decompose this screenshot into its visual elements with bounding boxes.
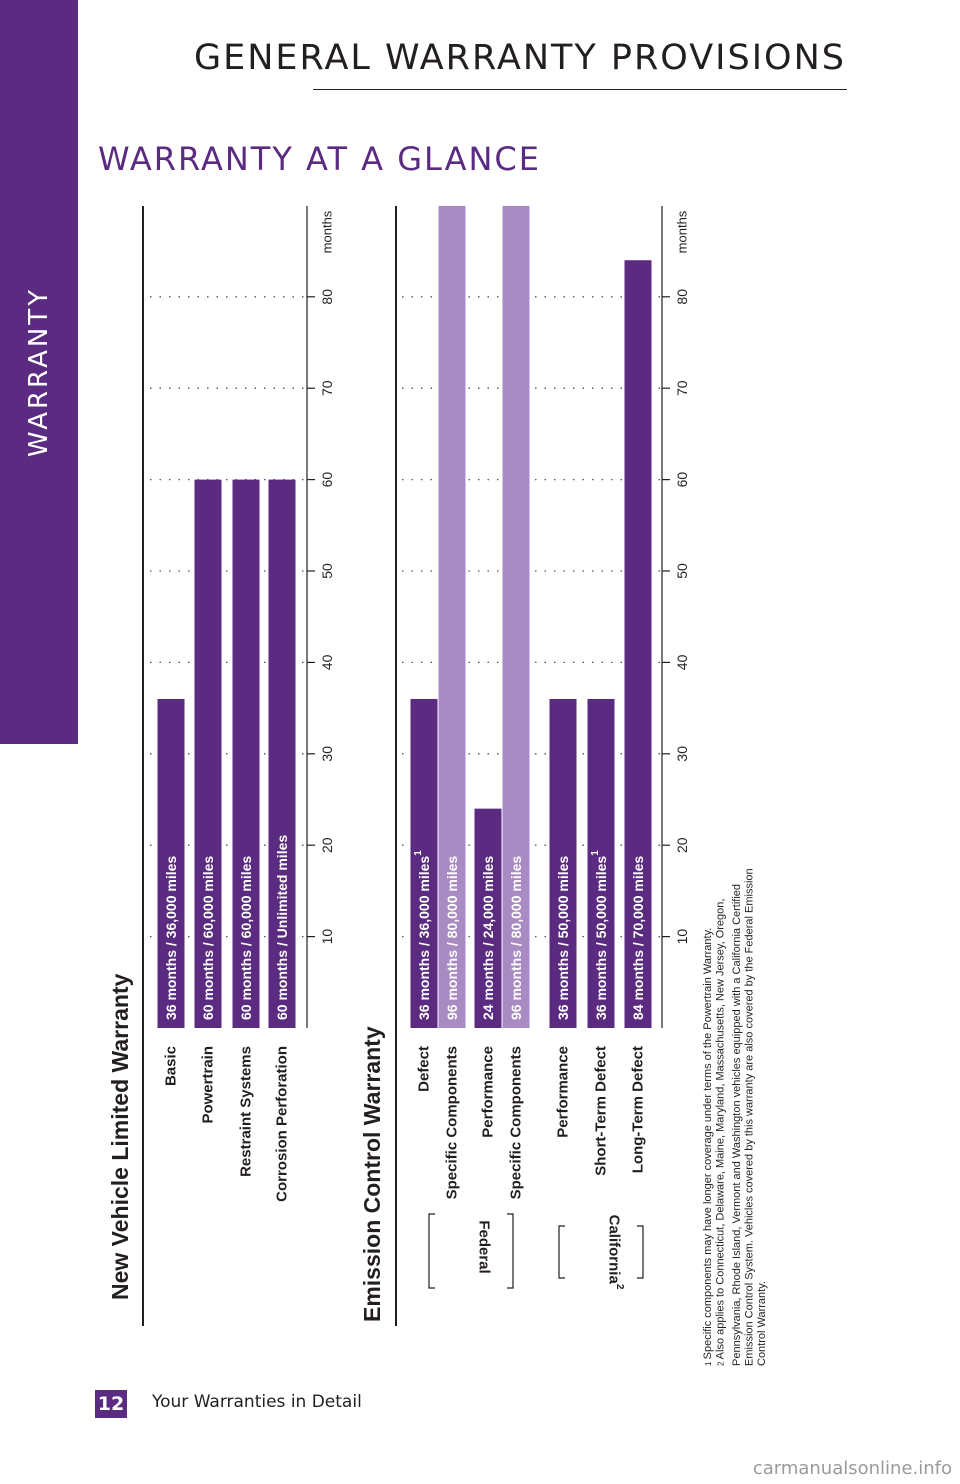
page-number: 12 bbox=[97, 1393, 125, 1415]
watermark: carmanualsonline.info bbox=[752, 1458, 952, 1479]
group-label: Federal bbox=[476, 1220, 493, 1273]
group-bracket bbox=[637, 1225, 644, 1279]
category-label: Restraint Systems bbox=[238, 1046, 255, 1177]
bar-label: 24 months / 24,000 miles bbox=[480, 856, 496, 1020]
footer-text: Your Warranties in Detail bbox=[152, 1392, 362, 1412]
bar bbox=[410, 698, 438, 1028]
tick-label: 70 bbox=[319, 380, 335, 396]
axis-unit-label: months bbox=[675, 210, 690, 253]
category-label: Basic bbox=[163, 1046, 180, 1086]
footnote-mark: 1 bbox=[590, 850, 601, 856]
footnote-line: 2 Also applies to Connecticut, Delaware,… bbox=[715, 899, 727, 1366]
tick-label: 70 bbox=[674, 380, 690, 396]
bar bbox=[194, 479, 222, 1029]
header-divider bbox=[313, 89, 847, 90]
tick-label: 30 bbox=[674, 746, 690, 762]
tick-label: 40 bbox=[319, 654, 335, 670]
group-bracket bbox=[558, 1225, 565, 1279]
axis-unit-label: months bbox=[320, 210, 335, 253]
tick-label: 80 bbox=[674, 289, 690, 305]
footnote-line: Emission Control System. Vehicles covere… bbox=[744, 868, 756, 1366]
tick-label: 30 bbox=[319, 746, 335, 762]
footnote-line: Pennsylvania, Rhode Island, Vermont and … bbox=[731, 884, 743, 1366]
category-label: Specific Components bbox=[444, 1046, 461, 1199]
page-title: GENERAL WARRANTY PROVISIONS bbox=[194, 38, 846, 78]
category-label: Defect bbox=[416, 1046, 433, 1092]
bar bbox=[474, 808, 502, 1028]
footnote-mark: 2 bbox=[716, 1359, 725, 1366]
bar-label: 60 months / Unlimited miles bbox=[274, 835, 290, 1020]
category-label: Long-Term Defect bbox=[630, 1046, 647, 1173]
section-title: WARRANTY AT A GLANCE bbox=[98, 140, 541, 178]
bar bbox=[157, 698, 185, 1028]
tick-label: 20 bbox=[319, 837, 335, 853]
category-label: Corrosion Perforation bbox=[274, 1046, 291, 1202]
page-number-badge: 12 bbox=[95, 1390, 127, 1418]
tick-label: 40 bbox=[674, 654, 690, 670]
bar-label: 60 months / 60,000 miles bbox=[200, 856, 216, 1020]
bar bbox=[438, 206, 466, 1028]
sidebar-band: WARRANTY bbox=[0, 0, 78, 744]
bar-label: 36 months / 36,000 miles bbox=[163, 856, 179, 1020]
tick-label: 50 bbox=[674, 563, 690, 579]
bar bbox=[549, 698, 577, 1028]
bar-label: 36 months / 50,000 miles1 bbox=[590, 850, 610, 1020]
bar-label: 60 months / 60,000 miles bbox=[238, 856, 254, 1020]
group-label: California2 bbox=[606, 1215, 626, 1290]
bar-label: 36 months / 36,000 miles1 bbox=[413, 850, 433, 1020]
bar bbox=[587, 698, 615, 1028]
group-bracket bbox=[507, 1213, 514, 1289]
tick-label: 10 bbox=[674, 929, 690, 945]
bar bbox=[502, 206, 530, 1028]
footnote-mark: 1 bbox=[704, 1359, 713, 1366]
bar-label: 96 months / 80,000 miles bbox=[444, 856, 460, 1020]
category-label: Powertrain bbox=[200, 1046, 217, 1124]
bar-label: 96 months / 80,000 miles bbox=[508, 856, 524, 1020]
group-bracket bbox=[428, 1213, 435, 1289]
chart-1 bbox=[395, 206, 670, 1326]
tick-label: 60 bbox=[319, 472, 335, 488]
bar bbox=[624, 260, 652, 1028]
footnote-line: Control Warranty. bbox=[756, 1281, 768, 1366]
category-label: Specific Components bbox=[508, 1046, 525, 1199]
tick-label: 50 bbox=[319, 563, 335, 579]
tick-label: 20 bbox=[674, 837, 690, 853]
footnote-line: 1 Specific components may have longer co… bbox=[702, 928, 714, 1366]
footnote-mark: 1 bbox=[413, 850, 424, 856]
chart-title: Emission Control Warranty bbox=[359, 1026, 385, 1322]
tick-label: 60 bbox=[674, 472, 690, 488]
chart-title: New Vehicle Limited Warranty bbox=[107, 973, 133, 1300]
category-label: Short-Term Defect bbox=[593, 1046, 610, 1176]
footnote-mark: 2 bbox=[615, 1284, 626, 1290]
bar bbox=[268, 479, 296, 1029]
tick-label: 10 bbox=[319, 929, 335, 945]
tick-label: 80 bbox=[319, 289, 335, 305]
bar-label: 84 months / 70,000 miles bbox=[630, 856, 646, 1020]
bar bbox=[232, 479, 260, 1029]
category-label: Performance bbox=[555, 1046, 572, 1138]
chart-0 bbox=[142, 206, 315, 1326]
bar-label: 36 months / 50,000 miles bbox=[555, 856, 571, 1020]
category-label: Performance bbox=[480, 1046, 497, 1138]
